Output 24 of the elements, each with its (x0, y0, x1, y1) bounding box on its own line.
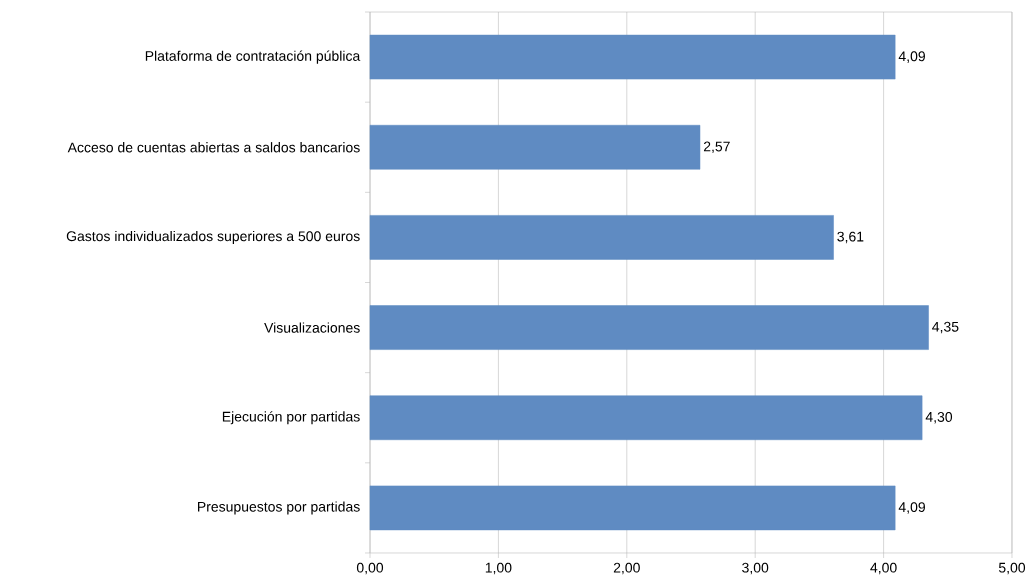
bar (369, 124, 701, 170)
y-tick-label: Presupuestos por partidas (198, 501, 360, 515)
x-tick-label: 1,00 (485, 562, 512, 575)
data-label: 4,09 (898, 51, 925, 63)
data-label: 4,09 (898, 502, 925, 514)
data-label: 4,35 (932, 321, 959, 334)
bar (369, 215, 834, 260)
bar (369, 395, 923, 441)
x-tick-label: 4,00 (870, 562, 897, 575)
bar (369, 34, 896, 80)
y-tick-label: Visualizaciones (264, 322, 360, 333)
y-tick-label: Ejecución por partidas (222, 411, 360, 425)
bar (369, 305, 929, 350)
bar (369, 485, 896, 531)
data-label: 2,57 (703, 141, 730, 154)
data-label: 4,30 (925, 411, 953, 424)
data-label: 3,61 (837, 231, 864, 244)
x-tick-label: 0,00 (356, 562, 384, 575)
x-tick-label: 2,00 (613, 562, 640, 575)
y-tick-label: Acceso de cuentas abiertas a saldos bancarios (67, 142, 360, 153)
x-tick-label: 3,00 (742, 562, 769, 575)
x-tick-label: 5,00 (998, 562, 1026, 575)
y-tick-label: Plataforma de contratación pública (145, 50, 361, 64)
y-tick-label: Gastos individualizados superiores a 500 euros (66, 230, 360, 244)
